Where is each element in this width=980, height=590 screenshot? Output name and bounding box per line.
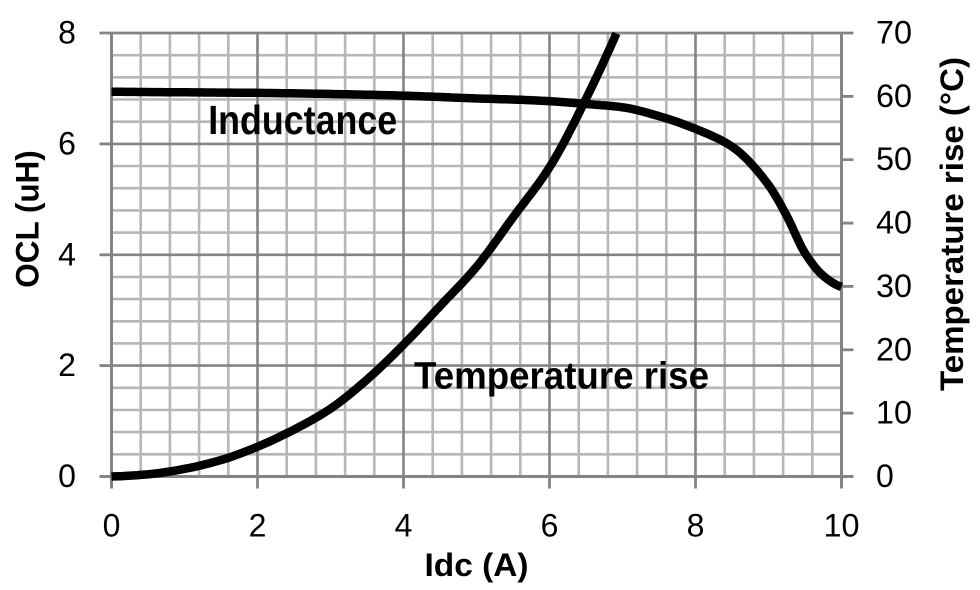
svg-text:OCL (uH): OCL (uH) xyxy=(10,150,46,288)
svg-text:Inductance: Inductance xyxy=(208,97,397,143)
svg-text:Temperature rise (°C): Temperature rise (°C) xyxy=(934,57,970,391)
svg-text:6: 6 xyxy=(58,125,76,161)
svg-text:8: 8 xyxy=(687,508,705,544)
svg-text:10: 10 xyxy=(876,395,912,431)
svg-text:2: 2 xyxy=(58,347,76,383)
svg-text:8: 8 xyxy=(58,15,76,51)
svg-text:4: 4 xyxy=(58,236,76,272)
svg-text:Temperature rise: Temperature rise xyxy=(414,356,709,398)
svg-text:10: 10 xyxy=(824,508,860,544)
svg-text:0: 0 xyxy=(103,508,121,544)
svg-text:6: 6 xyxy=(541,508,559,544)
svg-text:70: 70 xyxy=(876,15,912,51)
svg-text:30: 30 xyxy=(876,268,912,304)
svg-text:4: 4 xyxy=(395,508,413,544)
svg-text:0: 0 xyxy=(58,458,76,494)
svg-text:Idc (A): Idc (A) xyxy=(425,547,529,583)
svg-text:0: 0 xyxy=(876,458,894,494)
svg-text:60: 60 xyxy=(876,78,912,114)
svg-text:20: 20 xyxy=(876,331,912,367)
svg-text:2: 2 xyxy=(249,508,267,544)
svg-text:40: 40 xyxy=(876,205,912,241)
svg-text:50: 50 xyxy=(876,141,912,177)
